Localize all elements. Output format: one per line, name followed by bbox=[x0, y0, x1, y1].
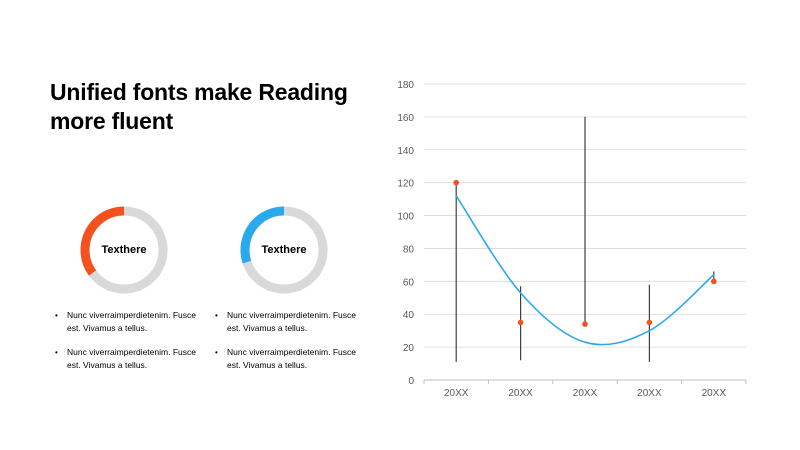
y-tick-label: 180 bbox=[397, 80, 414, 91]
y-tick-label: 120 bbox=[397, 179, 414, 190]
trendline bbox=[455, 195, 715, 346]
bullet-dot-icon: • bbox=[55, 348, 58, 357]
bullet-text: Nunc viverraimperdietenim. Fusce est. Vi… bbox=[227, 310, 356, 333]
slide-title: Unified fonts make Reading more fluent bbox=[50, 79, 348, 134]
x-tick-label: 20XX bbox=[444, 388, 469, 399]
bullet-text: Nunc viverraimperdietenim. Fusce est. Vi… bbox=[67, 310, 196, 333]
bullet-item: • Nunc viverraimperdietenim. Fusce est. V… bbox=[45, 346, 205, 372]
bullet-dot-icon: • bbox=[55, 311, 58, 320]
y-tick-label: 140 bbox=[397, 146, 414, 157]
y-tick-label: 160 bbox=[397, 113, 414, 124]
data-point bbox=[582, 321, 588, 327]
data-point bbox=[711, 278, 717, 285]
donut-block-2: Texthere • Nunc viverraimperdietenim. Fus… bbox=[205, 205, 365, 383]
bullet-item: • Nunc viverraimperdietenim. Fusce est. V… bbox=[205, 346, 365, 372]
donut-arc-2 bbox=[240, 206, 328, 294]
donut-chart-1: Texthere bbox=[79, 205, 169, 295]
y-tick-label: 40 bbox=[403, 310, 415, 321]
bullet-list-2: • Nunc viverraimperdietenim. Fusce est. V… bbox=[205, 309, 365, 372]
bullet-item: • Nunc viverraimperdietenim. Fusce est. V… bbox=[205, 309, 365, 335]
scatter-chart: 0 20 40 60 80 100 120 140 160 180 20XX 20XX 20XX 20XX… bbox=[397, 80, 747, 399]
y-tick-label: 60 bbox=[403, 277, 415, 288]
donut-label-1: Texthere bbox=[101, 244, 147, 256]
data-point bbox=[517, 319, 524, 326]
donut-chart-2: Texthere bbox=[239, 205, 329, 295]
y-tick-label: 0 bbox=[408, 376, 414, 387]
x-tick-label: 20XX bbox=[508, 388, 533, 399]
y-tick-label: 100 bbox=[397, 212, 414, 223]
data-point bbox=[453, 179, 459, 186]
donut-arc-1 bbox=[80, 206, 168, 294]
donut-ring-2 bbox=[240, 206, 328, 294]
x-tick-label: 20XX bbox=[573, 388, 598, 399]
donut-label-2: Texthere bbox=[261, 244, 307, 256]
data-point bbox=[646, 319, 653, 326]
bullet-text: Nunc viverraimperdietenim. Fusce est. Vi… bbox=[227, 347, 356, 370]
bullet-text: Nunc viverraimperdietenim. Fusce est. Vi… bbox=[67, 347, 196, 370]
bullet-list-1: • Nunc viverraimperdietenim. Fusce est. V… bbox=[45, 309, 205, 372]
donut-ring-1 bbox=[80, 206, 168, 294]
x-tick-label: 20XX bbox=[637, 388, 662, 399]
y-tick-label: 20 bbox=[403, 343, 415, 354]
bullet-item: • Nunc viverraimperdietenim. Fusce est. V… bbox=[45, 309, 205, 335]
donut-block-1: Texthere • Nunc viverraimperdietenim. Fus… bbox=[45, 205, 205, 383]
y-tick-label: 80 bbox=[403, 244, 415, 255]
bullet-dot-icon: • bbox=[215, 311, 218, 320]
x-tick-label: 20XX bbox=[702, 388, 727, 399]
bullet-dot-icon: • bbox=[215, 348, 218, 357]
